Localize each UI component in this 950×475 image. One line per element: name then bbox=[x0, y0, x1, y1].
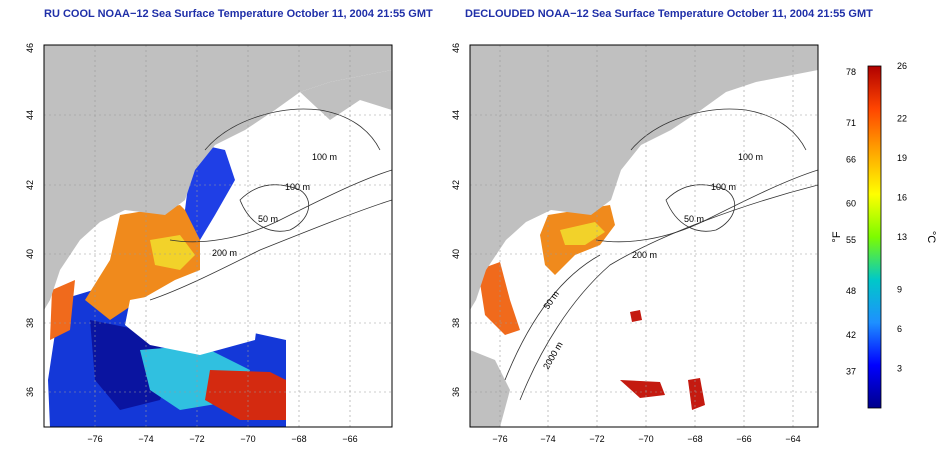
y-tick-label: 42 bbox=[25, 180, 35, 190]
right-contour-label: 100 m bbox=[711, 182, 736, 192]
left-grid bbox=[44, 45, 392, 427]
y-tick-label: 42 bbox=[451, 180, 461, 190]
x-tick-label: −76 bbox=[87, 434, 102, 444]
y-tick-label: 46 bbox=[451, 43, 461, 53]
left-panel-title: RU COOL NOAA−12 Sea Surface Temperature … bbox=[44, 8, 433, 20]
left-land bbox=[44, 45, 392, 310]
right-contour-shelf bbox=[504, 254, 601, 381]
x-tick-label: −68 bbox=[687, 434, 702, 444]
colorbar-f-tick: 55 bbox=[846, 235, 856, 245]
x-tick-label: −66 bbox=[736, 434, 751, 444]
left-y-ticks: 36 38 40 42 44 46 bbox=[25, 43, 35, 397]
right-sst-red-patch-1 bbox=[620, 380, 665, 398]
x-tick-label: −66 bbox=[342, 434, 357, 444]
colorbar-f-tick: 42 bbox=[846, 330, 856, 340]
right-map-panel: 100 m 100 m 50 m 200 m 50 m 2000 m −76 −… bbox=[451, 43, 819, 444]
colorbar-c-tick: 26 bbox=[897, 61, 907, 71]
colorbar-f-tick: 48 bbox=[846, 286, 856, 296]
y-tick-label: 40 bbox=[451, 249, 461, 259]
y-tick-label: 46 bbox=[25, 43, 35, 53]
x-tick-label: −70 bbox=[638, 434, 653, 444]
left-contour-label: 50 m bbox=[258, 214, 278, 224]
x-tick-label: −76 bbox=[492, 434, 507, 444]
y-tick-label: 38 bbox=[451, 318, 461, 328]
x-tick-label: −74 bbox=[540, 434, 555, 444]
left-sst-red-patch bbox=[205, 370, 286, 420]
colorbar-f-tick: 37 bbox=[846, 366, 856, 376]
left-contour-50m bbox=[239, 184, 310, 232]
colorbar-c-tick: 9 bbox=[897, 285, 902, 295]
right-contour-label: 50 m bbox=[684, 214, 704, 224]
x-tick-label: −72 bbox=[589, 434, 604, 444]
left-map-frame bbox=[43, 44, 393, 428]
right-contour-label: 100 m bbox=[738, 152, 763, 162]
colorbar-c-tick: 3 bbox=[897, 364, 902, 374]
colorbar-gradient bbox=[867, 65, 882, 409]
colorbar-f-ticks: 78 71 66 60 55 48 42 37 bbox=[846, 67, 856, 377]
right-sst-yellow-shelf bbox=[560, 222, 605, 245]
right-x-ticks: −76 −74 −72 −70 −68 −66 −64 bbox=[492, 434, 800, 444]
left-contour-label: 100 m bbox=[312, 152, 337, 162]
left-contour-200m bbox=[169, 169, 392, 243]
right-sst-coastal-orange bbox=[478, 262, 520, 335]
right-land-south bbox=[470, 350, 510, 427]
right-grid bbox=[470, 45, 818, 427]
left-nova-scotia bbox=[300, 70, 392, 120]
left-map-panel: 100 m 100 m 50 m 200 m −76 −74 −72 −70 −… bbox=[25, 43, 393, 444]
left-contour-label: 200 m bbox=[212, 248, 237, 258]
colorbar-f-tick: 71 bbox=[846, 118, 856, 128]
left-x-ticks: −76 −74 −72 −70 −68 −66 bbox=[87, 434, 357, 444]
right-land bbox=[470, 45, 818, 310]
colorbar-c-tick: 16 bbox=[897, 193, 907, 203]
right-contour-2000m bbox=[519, 184, 818, 401]
colorbar-c-ticks: 26 22 19 16 13 9 6 3 bbox=[897, 61, 907, 374]
y-tick-label: 36 bbox=[451, 387, 461, 397]
y-tick-label: 38 bbox=[25, 318, 35, 328]
x-tick-label: −74 bbox=[138, 434, 153, 444]
left-contour-label: 100 m bbox=[285, 182, 310, 192]
right-map-frame bbox=[469, 44, 819, 428]
left-sst-orange-shelf bbox=[85, 205, 200, 320]
y-tick-label: 44 bbox=[25, 110, 35, 120]
colorbar-c-tick: 22 bbox=[897, 114, 907, 124]
x-tick-label: −72 bbox=[189, 434, 204, 444]
right-panel-title: DECLOUDED NOAA−12 Sea Surface Temperatur… bbox=[465, 8, 873, 20]
left-sst-coastal-orange bbox=[50, 280, 75, 340]
right-contour-100m bbox=[630, 108, 807, 151]
left-sst-yellow-shelf bbox=[150, 235, 195, 270]
colorbar-f-tick: 66 bbox=[846, 155, 856, 165]
colorbar-f-tick: 78 bbox=[846, 67, 856, 77]
y-tick-label: 40 bbox=[25, 249, 35, 259]
x-tick-label: −64 bbox=[785, 434, 800, 444]
right-y-ticks: 36 38 40 42 44 46 bbox=[451, 43, 461, 397]
colorbar-c-tick: 6 bbox=[897, 324, 902, 334]
right-sst-red-patch-3 bbox=[630, 310, 642, 322]
colorbar-unit-c: °C bbox=[925, 231, 937, 243]
colorbar-c-tick: 13 bbox=[897, 232, 907, 242]
left-contour-2000m bbox=[149, 199, 392, 301]
left-contour-100m bbox=[204, 108, 381, 151]
right-contour-label: 200 m bbox=[632, 250, 657, 260]
colorbar-f-tick: 60 bbox=[846, 198, 856, 208]
y-tick-label: 36 bbox=[25, 387, 35, 397]
colorbar-unit-f: °F bbox=[831, 231, 843, 242]
left-sst-cloud-gap bbox=[125, 285, 260, 355]
y-tick-label: 44 bbox=[451, 110, 461, 120]
colorbar: 78 71 66 60 55 48 42 37 26 22 19 16 13 9 6 3 °F °C bbox=[831, 61, 937, 409]
colorbar-c-tick: 19 bbox=[897, 153, 907, 163]
x-tick-label: −68 bbox=[291, 434, 306, 444]
right-sst-red-patch-2 bbox=[688, 378, 705, 410]
x-tick-label: −70 bbox=[240, 434, 255, 444]
